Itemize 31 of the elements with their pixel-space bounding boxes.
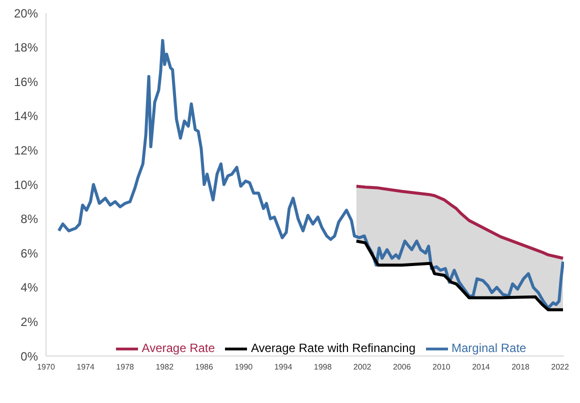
- y-tick-label: 12%: [14, 143, 38, 158]
- x-tick-label: 1982: [156, 362, 174, 372]
- y-tick-label: 6%: [20, 246, 38, 260]
- y-tick-label: 0%: [20, 349, 38, 364]
- x-tick-label: 2002: [353, 362, 372, 372]
- x-tick-label: 2022: [551, 362, 570, 372]
- x-tick-label: 2014: [472, 362, 490, 372]
- x-tick-label: 2018: [512, 362, 530, 372]
- y-tick-label: 8%: [20, 212, 38, 226]
- y-tick-label: 10%: [14, 178, 38, 192]
- line-series: [57, 38, 564, 310]
- y-tick-label: 18%: [14, 40, 38, 55]
- x-tick-label: 1998: [314, 362, 332, 372]
- legend-label: Average Rate with Refinancing: [250, 341, 416, 356]
- x-tick-label: 2010: [432, 362, 451, 372]
- line-series: [354, 184, 564, 260]
- y-tick-label: 20%: [14, 6, 38, 20]
- x-tick-label: 1986: [195, 362, 214, 372]
- legend-label: Marginal Rate: [452, 341, 526, 356]
- y-tick-label: 14%: [14, 109, 38, 124]
- y-tick-label: 2%: [20, 314, 38, 329]
- x-tick-label: 1974: [76, 362, 95, 372]
- y-tick-label: 4%: [20, 280, 38, 295]
- y-tick-label: 16%: [14, 74, 38, 89]
- x-tick-label: 1970: [37, 362, 56, 372]
- line-series: [354, 240, 564, 312]
- legend-label: Average Rate: [142, 341, 215, 356]
- x-tick-label: 1978: [116, 362, 135, 372]
- x-tick-label: 1994: [274, 362, 293, 372]
- x-tick-label: 1990: [234, 362, 254, 372]
- x-tick-label: 2006: [392, 362, 412, 372]
